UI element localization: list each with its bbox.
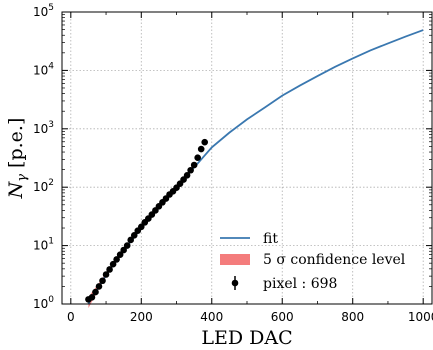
data-point bbox=[109, 260, 117, 268]
legend-point-label: pixel : 698 bbox=[263, 276, 337, 292]
x-tick-label-0: 0 bbox=[67, 310, 75, 324]
data-point bbox=[190, 161, 198, 169]
data-point bbox=[102, 271, 110, 278]
x-tick-label-1: 200 bbox=[130, 310, 153, 324]
x-tick-label-3: 600 bbox=[271, 310, 294, 324]
y-tick-label-4: 104 bbox=[33, 61, 54, 77]
data-point bbox=[137, 223, 145, 231]
y-tick-label-1: 101 bbox=[33, 237, 54, 253]
data-point bbox=[92, 288, 99, 296]
legend-fit-label: fit bbox=[263, 231, 278, 247]
axis-ticks: 0 200 400 600 800 1000 100 101 102 103 104 105 bbox=[33, 3, 433, 324]
data-point bbox=[127, 236, 135, 244]
data-point bbox=[123, 242, 131, 249]
data-points bbox=[85, 138, 209, 303]
x-tick-label-5: 1000 bbox=[408, 310, 433, 324]
data-point bbox=[194, 154, 201, 161]
legend: fit 5 σ confidence level pixel : 698 bbox=[220, 231, 406, 292]
data-point bbox=[95, 283, 103, 290]
data-point bbox=[113, 256, 120, 263]
data-point bbox=[187, 166, 194, 174]
y-tick-label-0: 100 bbox=[33, 295, 54, 311]
data-point bbox=[88, 294, 96, 301]
y-axis-label: Nγ [p.e.] bbox=[5, 118, 30, 200]
data-point bbox=[130, 232, 138, 239]
x-tick-label-2: 400 bbox=[200, 310, 223, 324]
legend-band-swatch bbox=[220, 254, 250, 265]
x-tick-label-4: 800 bbox=[341, 310, 364, 324]
x-axis-label: LED DAC bbox=[201, 327, 292, 349]
legend-point-marker bbox=[231, 279, 239, 287]
y-tick-label-3: 103 bbox=[33, 120, 54, 136]
y-tick-label-5: 105 bbox=[33, 3, 54, 19]
data-point bbox=[183, 171, 191, 179]
data-point bbox=[120, 246, 127, 254]
data-point bbox=[197, 145, 205, 153]
data-point bbox=[99, 277, 106, 285]
data-point bbox=[201, 138, 209, 146]
y-tick-label-2: 102 bbox=[33, 178, 54, 194]
legend-band-label: 5 σ confidence level bbox=[263, 252, 406, 268]
data-point bbox=[106, 266, 113, 273]
data-point bbox=[116, 251, 124, 258]
